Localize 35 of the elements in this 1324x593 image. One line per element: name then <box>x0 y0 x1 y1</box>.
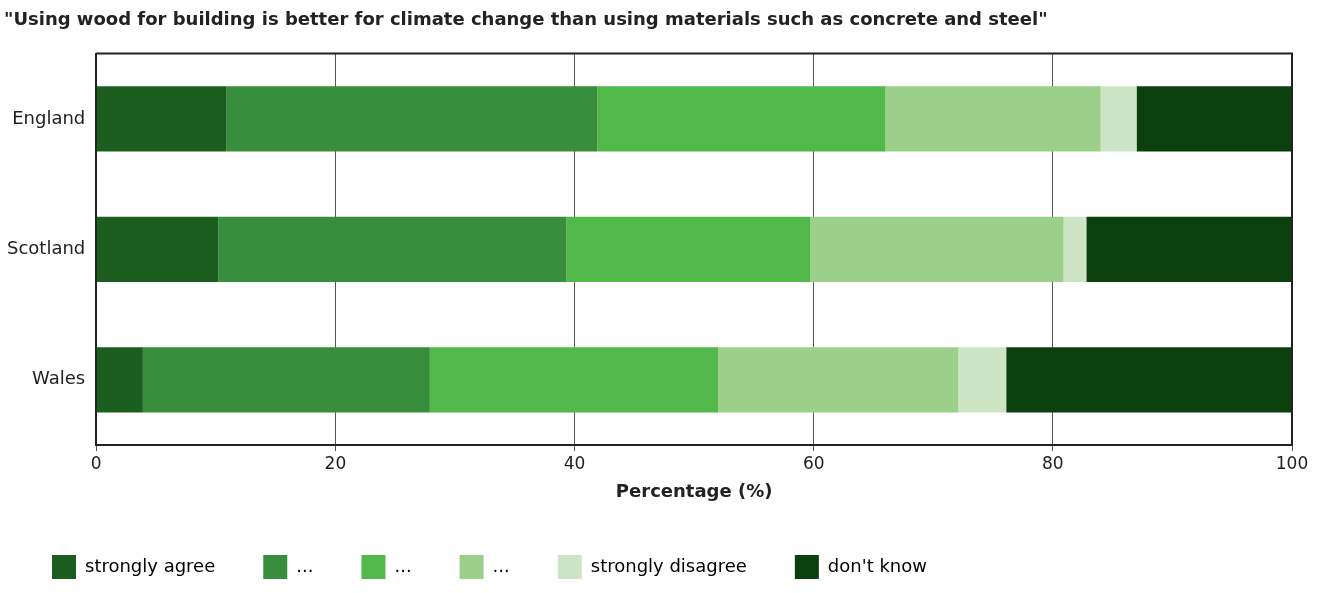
y-tick-label: Scotland <box>6 236 86 258</box>
x-tick-label: 60 <box>802 452 825 473</box>
bar <box>1136 86 1292 152</box>
bar <box>810 216 1064 282</box>
y-tick-label: Wales <box>32 367 86 389</box>
bar <box>1006 347 1292 413</box>
x-tick-label: 80 <box>1042 452 1064 473</box>
legend-label: don't know <box>827 554 927 576</box>
bar <box>885 86 1101 152</box>
x-tick-label: 40 <box>563 452 586 473</box>
bar <box>96 216 219 282</box>
bar <box>1100 86 1137 152</box>
bar <box>1063 216 1087 282</box>
legend-label: strongly agree <box>85 554 216 576</box>
y-tick-label: England <box>12 106 86 128</box>
bar <box>142 347 430 413</box>
legend-label: ... <box>296 554 314 576</box>
bar <box>226 86 598 152</box>
bar <box>218 216 567 282</box>
bar <box>96 347 143 413</box>
x-tick-label: 0 <box>90 452 102 473</box>
bar <box>718 347 959 413</box>
x-tick-label: 100 <box>1275 452 1309 473</box>
bar <box>96 86 227 152</box>
legend-label: ... <box>394 554 412 576</box>
x-axis-title: Percentage (%) <box>615 479 773 501</box>
chart-title: "Using wood for building is better for climate change than using materials such as concrete and steel" <box>4 8 1048 30</box>
bar <box>1086 216 1292 282</box>
bar <box>597 86 886 152</box>
legend-label: ... <box>492 554 510 576</box>
legend-label: strongly disagree <box>590 554 747 576</box>
bar <box>566 216 811 282</box>
bar <box>429 347 719 413</box>
bar <box>958 347 1007 413</box>
x-tick-label: 20 <box>324 452 347 473</box>
